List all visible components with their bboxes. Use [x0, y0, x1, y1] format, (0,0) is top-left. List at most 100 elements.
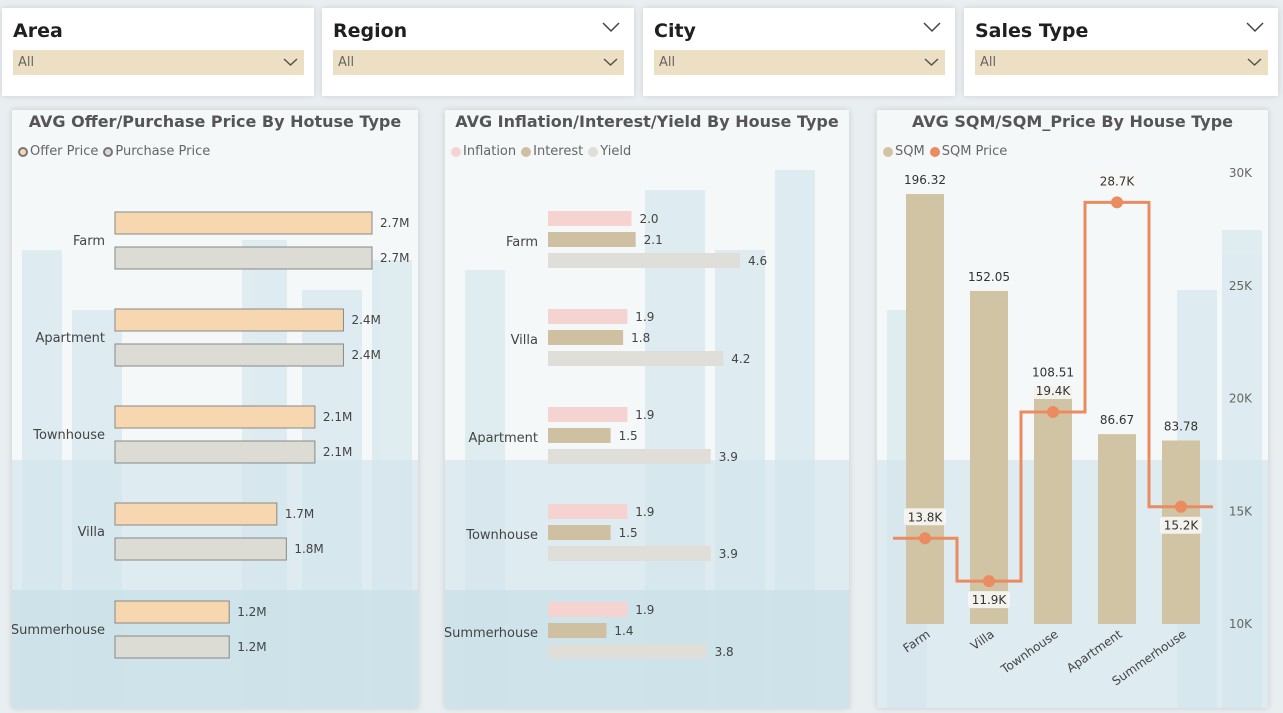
data-label: 1.8M	[294, 542, 323, 556]
filter-region-dropdown[interactable]: All	[333, 50, 624, 75]
bar	[114, 308, 344, 332]
bar	[548, 504, 628, 519]
legend-marker	[588, 146, 599, 157]
bar	[548, 407, 628, 422]
filter-region-value: All	[338, 55, 355, 70]
bar	[114, 600, 230, 624]
filter-sales-type-label: Sales Type	[975, 20, 1089, 42]
filter-area-dropdown[interactable]: All	[13, 50, 304, 75]
data-label: 28.7K	[1100, 174, 1136, 188]
category-label: Townhouse	[465, 528, 538, 543]
legend-label: Interest	[533, 144, 584, 159]
data-label: 1.2M	[237, 605, 266, 619]
chevron-down-icon[interactable]	[602, 21, 620, 33]
chart-title: AVG Offer/Purchase Price By Hotuse Type	[28, 112, 402, 131]
line-point	[1175, 500, 1187, 513]
category-label: Townhouse	[998, 627, 1061, 677]
chart-legend: Offer Price Purchase Price	[18, 144, 210, 159]
bar	[548, 253, 740, 268]
bar	[548, 525, 611, 540]
legend-marker	[451, 146, 461, 157]
data-label: 4.2	[731, 352, 750, 366]
filter-region-label: Region	[333, 20, 408, 42]
legend-item: Inflation	[451, 144, 516, 159]
data-label: 152.05	[968, 270, 1010, 284]
data-label: 11.9K	[972, 593, 1008, 607]
bar	[548, 602, 628, 617]
category-label: Villa	[78, 525, 105, 540]
filter-sales-type-dropdown[interactable]: All	[975, 50, 1268, 75]
legend-item: Yield	[588, 144, 631, 159]
category-label: Summerhouse	[12, 623, 105, 638]
chevron-down-icon[interactable]	[923, 21, 941, 33]
data-label: 13.8K	[908, 510, 944, 524]
legend-marker	[103, 146, 114, 157]
data-label: 1.2M	[237, 640, 266, 654]
bar	[1034, 386, 1072, 624]
filter-region: Region All	[322, 8, 634, 96]
axis-tick-label: 15K	[1229, 504, 1253, 518]
filter-area: Area All	[2, 8, 314, 96]
legend-item: SQM	[883, 144, 925, 159]
legend-label: SQM	[895, 144, 925, 159]
category-label: Farm	[506, 235, 538, 250]
category-label: Summerhouse	[445, 626, 538, 641]
line-point	[919, 532, 931, 545]
bar	[114, 537, 287, 561]
bar	[548, 232, 636, 247]
axis-tick-label: 25K	[1229, 279, 1253, 293]
data-label: 4.6	[748, 254, 767, 268]
legend-item: Purchase Price	[103, 144, 210, 159]
category-label: Apartment	[468, 431, 538, 446]
data-label: 1.8	[631, 331, 650, 345]
data-label-bg	[1096, 172, 1138, 190]
category-label: Farm	[73, 234, 105, 249]
bar	[1098, 434, 1136, 624]
bar	[114, 405, 316, 429]
filter-area-label: Area	[13, 20, 63, 42]
category-label: Farm	[900, 627, 932, 655]
bar	[548, 623, 607, 638]
chart-title: AVG SQM/SQM_Price By House Type	[912, 112, 1233, 131]
category-label: Apartment	[1064, 627, 1125, 675]
data-label-bg	[1032, 382, 1074, 400]
data-label: 19.4K	[1036, 384, 1072, 398]
legend-item: Offer Price	[18, 144, 98, 159]
chart-legend: Inflation Interest Yield	[451, 144, 631, 159]
data-label: 1.5	[619, 429, 638, 443]
data-label: 3.9	[719, 450, 738, 464]
filter-city-dropdown[interactable]: All	[654, 50, 945, 75]
bar	[548, 330, 624, 345]
chart-plot: 30K 25K 20K 15K 10K 196.32 Farm 152.05 Villa 108.…	[893, 166, 1253, 688]
chevron-down-icon	[924, 58, 939, 67]
legend-item: Interest	[521, 144, 583, 159]
data-label-bg	[1160, 516, 1202, 534]
data-label: 2.1M	[323, 445, 352, 459]
line-point	[983, 575, 995, 588]
axis-tick-label: 10K	[1229, 617, 1253, 631]
bar	[548, 428, 611, 443]
bar	[114, 246, 373, 270]
chevron-down-icon[interactable]	[1246, 21, 1264, 33]
chevron-down-icon	[1247, 58, 1262, 67]
data-label: 3.9	[719, 547, 738, 561]
filter-area-value: All	[18, 55, 35, 70]
data-label: 83.78	[1164, 419, 1198, 433]
chevron-down-icon	[283, 58, 298, 67]
data-label: 2.1M	[323, 410, 352, 424]
chart-legend: SQM SQM Price	[883, 144, 1007, 159]
filter-city-value: All	[659, 55, 676, 70]
data-label: 1.9	[635, 310, 654, 324]
bar	[548, 211, 632, 226]
legend-marker	[883, 146, 893, 157]
axis-tick-label: 20K	[1229, 392, 1253, 406]
data-label: 15.2K	[1164, 519, 1200, 533]
chevron-down-icon	[603, 58, 618, 67]
data-label: 196.32	[904, 173, 946, 187]
bar	[548, 309, 628, 324]
bar	[114, 440, 316, 464]
data-label: 2.4M	[351, 313, 380, 327]
data-label: 1.9	[635, 505, 654, 519]
data-label: 1.7M	[285, 507, 314, 521]
legend-label: Purchase Price	[115, 144, 211, 159]
